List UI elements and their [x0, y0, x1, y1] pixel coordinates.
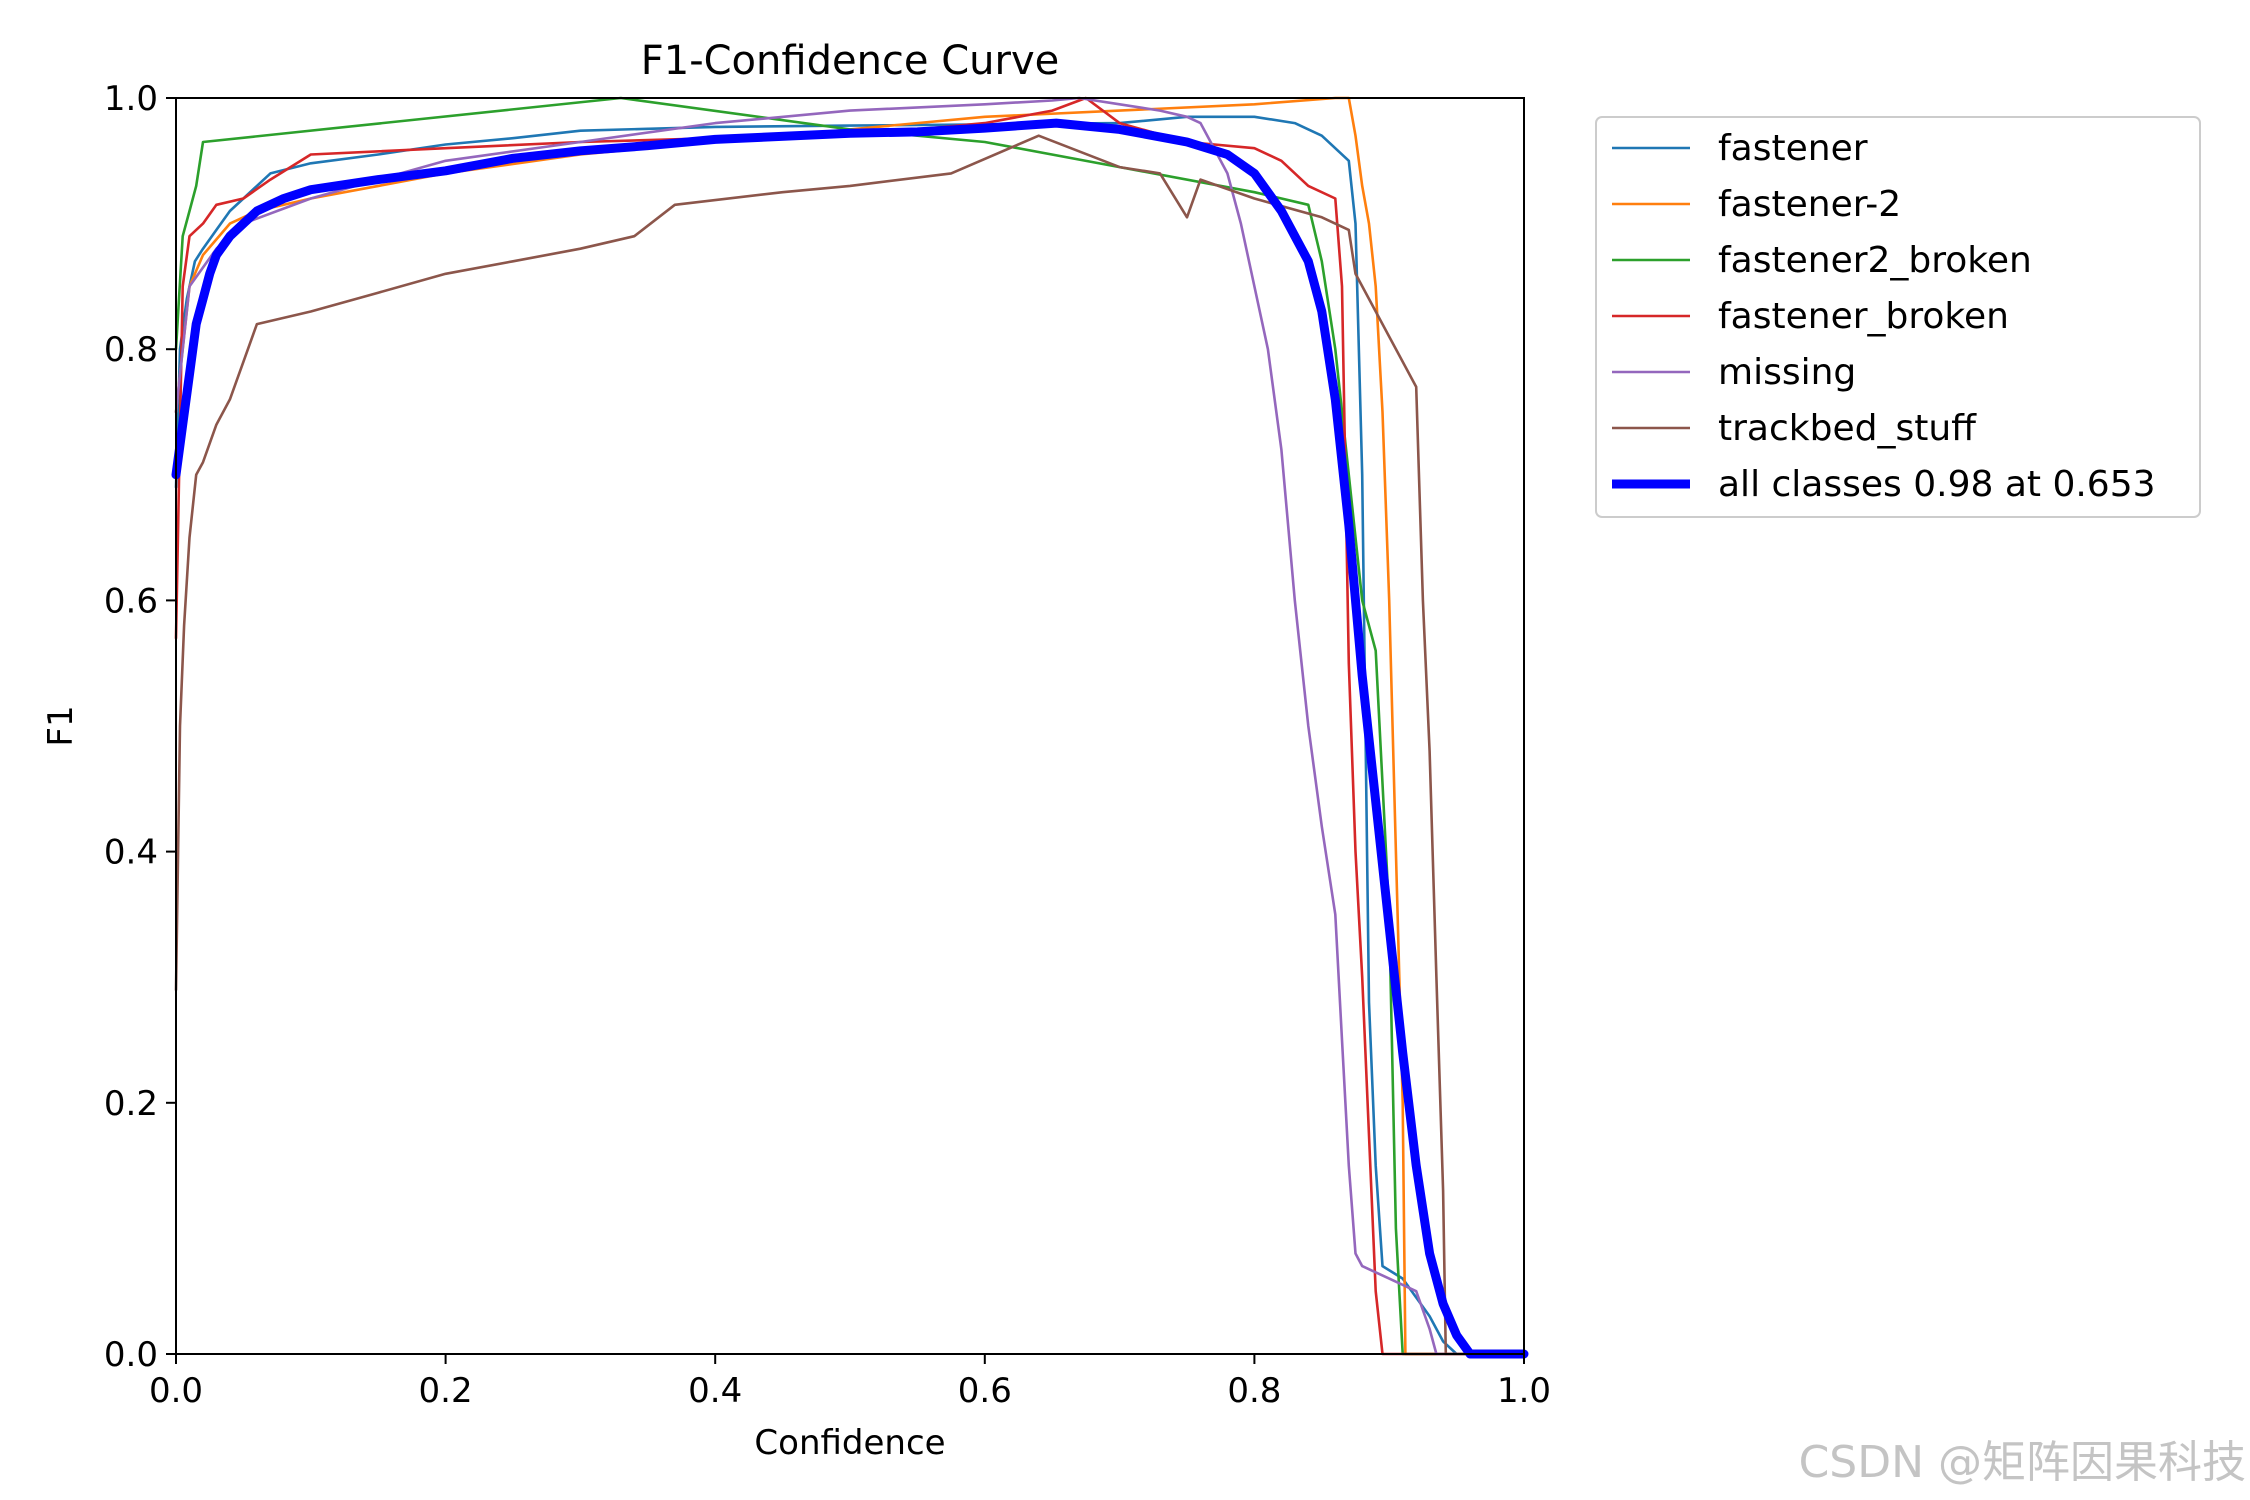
chart-title: F1-Confidence Curve [641, 38, 1060, 84]
y-tick-label: 0.2 [104, 1084, 158, 1124]
plot-lines [171, 96, 1529, 1359]
x-tick-label: 0.8 [1227, 1371, 1281, 1411]
series-line-missing [174, 96, 1526, 1356]
legend-label-fastener-broken: fastener_broken [1718, 296, 2009, 337]
legend-label-fastener: fastener [1718, 128, 1868, 169]
y-tick-label: 0.0 [104, 1335, 158, 1375]
watermark: CSDN @矩阵因果科技 [1798, 1437, 2246, 1488]
x-axis-ticks: 0.0 0.2 0.4 0.6 0.8 1.0 [149, 1354, 1551, 1411]
y-tick-label: 0.6 [104, 581, 158, 621]
y-tick-label: 0.8 [104, 330, 158, 370]
x-tick-label: 0.2 [419, 1371, 473, 1411]
legend-label-fastener2-broken: fastener2_broken [1718, 240, 2032, 281]
legend-label-trackbed-stuff: trackbed_stuff [1718, 408, 1977, 449]
series-line-fastener-2 [174, 96, 1526, 1356]
series-line-trackbed-stuff [174, 134, 1526, 1356]
x-tick-label: 1.0 [1497, 1371, 1551, 1411]
legend: fastener fastener-2 fastener2_brokenfasten… [1595, 116, 2201, 518]
y-tick-label: 0.4 [104, 833, 158, 873]
legend-label-missing: missing [1718, 352, 1856, 393]
series-line-fastener-broken [174, 96, 1526, 1356]
legend-label-all-classes-0-98-at-0-653: all classes 0.98 at 0.653 [1718, 464, 2156, 505]
x-axis-label: Confidence [754, 1423, 945, 1463]
y-axis-label: F1 [41, 705, 81, 746]
plot-frame [175, 97, 1525, 1355]
series-line-all-classes-0-98-at-0-653 [171, 118, 1529, 1359]
series-line-fastener [174, 115, 1526, 1356]
legend-items: fastener fastener-2 fastener2_brokenfasten… [1612, 128, 2156, 505]
legend-box [1595, 116, 2201, 518]
y-tick-label: 1.0 [104, 79, 158, 119]
series-line-fastener2-broken [174, 96, 1526, 1356]
x-tick-label: 0.4 [688, 1371, 742, 1411]
legend-label-fastener-2: fastener-2 [1718, 184, 1901, 225]
y-axis-ticks: 0.0 0.2 0.4 0.6 0.8 1.0 [104, 79, 176, 1375]
x-tick-label: 0.6 [958, 1371, 1012, 1411]
x-tick-label: 0.0 [149, 1371, 203, 1411]
